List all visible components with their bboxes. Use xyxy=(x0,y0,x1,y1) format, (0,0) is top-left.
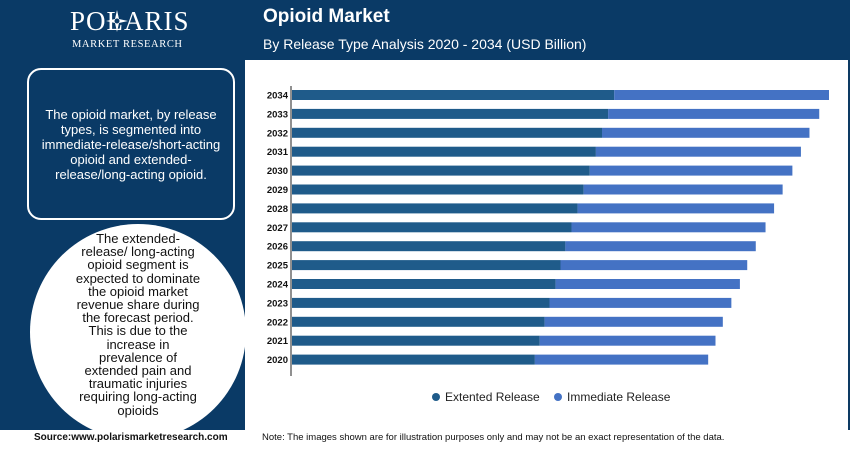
bar-extended-release xyxy=(292,146,596,157)
y-tick-label: 2030 xyxy=(267,166,288,177)
description-text: The opioid market, by release types, is … xyxy=(41,106,221,182)
bar-chart: 2034 2033 2032 2031 2030 2029 2028 2027 2026 2025… xyxy=(267,86,829,404)
legend-swatch xyxy=(432,393,440,401)
bar-immediate-release xyxy=(544,316,723,327)
y-tick-label: 2024 xyxy=(267,280,289,291)
bar-extended-release xyxy=(292,222,572,233)
y-tick-label: 2020 xyxy=(267,355,288,366)
bar-extended-release xyxy=(292,184,584,195)
bar-immediate-release xyxy=(577,203,775,214)
bar-extended-release xyxy=(292,279,556,289)
bar-extended-release xyxy=(292,297,550,308)
legend-label: Extented Release xyxy=(445,390,540,404)
bar-extended-release xyxy=(292,335,540,346)
bar-extended-release xyxy=(292,316,545,327)
highlight-circle xyxy=(30,224,246,440)
bar-extended-release xyxy=(292,260,561,271)
tick-labels-group: 2034 2033 2032 2031 2030 2029 2028 2027 2026 2025… xyxy=(267,91,289,367)
bar-extended-release xyxy=(292,90,615,100)
description-box: The opioid market, by release types, is … xyxy=(27,68,235,220)
bar-immediate-release xyxy=(589,165,793,176)
logo: POLARIS MARKET RESEARCH xyxy=(0,0,248,60)
bar-extended-release xyxy=(292,165,590,176)
bars-group xyxy=(292,90,829,365)
footer xyxy=(0,430,850,450)
chart-title: Opioid Market xyxy=(263,6,390,27)
bar-immediate-release xyxy=(614,90,829,100)
bar-immediate-release xyxy=(560,260,748,271)
y-tick-label: 2029 xyxy=(267,185,288,196)
bar-immediate-release xyxy=(549,297,732,308)
y-tick-label: 2026 xyxy=(267,242,288,253)
note-text: Note: The images shown are for illustrat… xyxy=(262,432,725,443)
bar-extended-release xyxy=(292,354,535,365)
y-tick-label: 2031 xyxy=(267,147,289,158)
logo-name: POLARIS xyxy=(70,6,190,36)
y-tick-label: 2032 xyxy=(267,128,288,139)
y-tick-label: 2027 xyxy=(267,223,288,234)
y-tick-label: 2033 xyxy=(267,109,288,120)
highlight-text: The extended-release/ long-acting opioid… xyxy=(75,231,201,418)
bar-extended-release xyxy=(292,127,602,138)
source-text: Source:www.polarismarketresearch.com xyxy=(34,432,228,443)
y-tick-label: 2034 xyxy=(267,91,289,102)
compass-star-icon xyxy=(106,10,128,32)
bar-immediate-release xyxy=(539,335,716,346)
bar-immediate-release xyxy=(608,108,820,119)
chart-subtitle: By Release Type Analysis 2020 - 2034 (US… xyxy=(263,36,587,52)
y-tick-label: 2025 xyxy=(267,261,289,272)
y-tick-label: 2028 xyxy=(267,204,288,215)
legend-label: Immediate Release xyxy=(567,390,671,404)
bar-immediate-release xyxy=(555,279,740,289)
bar-extended-release xyxy=(292,108,609,119)
bar-immediate-release xyxy=(595,146,801,157)
logo-tagline: MARKET RESEARCH xyxy=(72,39,183,50)
y-tick-label: 2023 xyxy=(267,298,288,309)
bar-immediate-release xyxy=(571,222,766,233)
legend: Extented Release Immediate Release xyxy=(432,390,671,404)
y-tick-label: 2022 xyxy=(267,317,288,328)
bar-immediate-release xyxy=(534,354,709,365)
bar-extended-release xyxy=(292,241,566,252)
y-tick-label: 2021 xyxy=(267,336,289,347)
bar-extended-release xyxy=(292,203,578,214)
bar-immediate-release xyxy=(601,127,810,138)
header-bar: POLARIS MARKET RESEARCH Opioid Market By… xyxy=(0,0,850,60)
bar-immediate-release xyxy=(583,184,783,195)
legend-swatch xyxy=(554,393,562,401)
bar-immediate-release xyxy=(565,241,756,252)
